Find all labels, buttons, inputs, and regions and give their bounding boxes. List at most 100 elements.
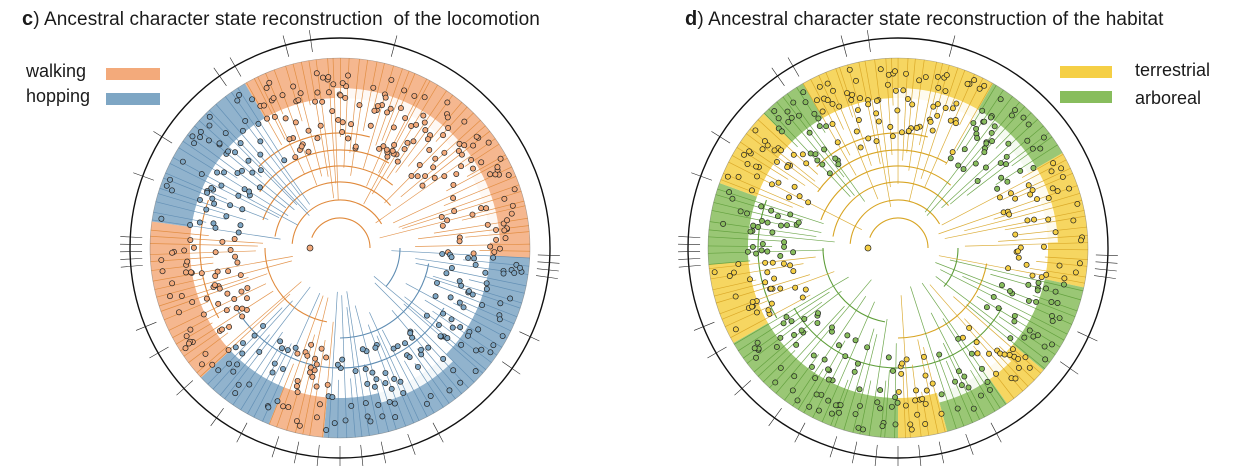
legend-arboreal-label: arboreal [1135, 88, 1202, 108]
ancestral-node [755, 224, 761, 230]
ancestral-node [257, 138, 264, 145]
ancestral-node [169, 249, 176, 256]
ancestral-node [898, 370, 905, 377]
ancestral-node [857, 95, 863, 102]
legend-hopping-swatch [106, 93, 160, 105]
ancestral-node [1043, 271, 1050, 278]
ancestral-node [894, 399, 901, 406]
ancestral-node [780, 260, 787, 267]
clade-tick [120, 264, 143, 268]
ancestral-node [1056, 262, 1063, 269]
ancestral-node [402, 115, 409, 122]
radial-branch [995, 144, 1058, 186]
radial-branch [188, 332, 229, 363]
ancestral-node [816, 83, 823, 90]
ancestral-node [907, 421, 914, 428]
ancestral-node [732, 326, 739, 333]
ancestral-node [848, 97, 855, 103]
ancestral-node [994, 185, 1001, 192]
radial-branch [708, 260, 751, 265]
clade-tick [236, 422, 248, 443]
clade-tick [693, 321, 715, 331]
clade-tick [293, 441, 300, 464]
ancestral-node [806, 129, 813, 136]
ancestral-node [769, 259, 776, 266]
radial-branch [437, 285, 518, 318]
ancestral-node [791, 373, 798, 380]
ancestral-node [319, 74, 326, 81]
radial-branch [224, 286, 311, 400]
ancestral-node [1031, 216, 1037, 223]
state-sector-arboreal [936, 370, 1007, 432]
ancestral-node [182, 345, 189, 352]
ancestral-node [1034, 287, 1041, 294]
ancestral-node [1007, 335, 1014, 342]
ancestral-node [737, 208, 744, 215]
ancestral-node [829, 324, 835, 331]
clade-tick [360, 444, 364, 466]
ancestral-node [1011, 318, 1018, 325]
internal-branch-arc [291, 199, 383, 244]
radial-branch [708, 236, 785, 242]
radial-branch [379, 200, 525, 239]
ancestral-node [1001, 351, 1008, 358]
ancestral-node [774, 213, 781, 220]
ancestral-node [855, 117, 862, 123]
ancestral-node [391, 142, 398, 148]
ancestral-node [187, 326, 194, 333]
ancestral-node [497, 155, 504, 162]
ancestral-node [1054, 300, 1061, 306]
radial-branch [713, 202, 801, 225]
ancestral-node [874, 399, 881, 406]
ancestral-node [478, 159, 485, 166]
radial-branch [337, 379, 339, 438]
ancestral-node [1040, 243, 1047, 250]
ancestral-node [749, 303, 755, 310]
ancestral-node [348, 402, 355, 409]
ancestral-node [457, 324, 464, 331]
ancestral-node [187, 237, 194, 243]
radial-branch [757, 330, 808, 377]
ancestral-node [414, 173, 421, 180]
ancestral-node [446, 387, 453, 394]
radial-branch [391, 310, 463, 395]
radial-branch [350, 59, 368, 176]
ancestral-node [249, 169, 256, 176]
radial-branch [432, 275, 522, 304]
ancestral-node [418, 346, 424, 353]
radial-branch [240, 348, 279, 411]
ancestral-node [309, 373, 316, 380]
ancestral-node [877, 66, 884, 73]
ancestral-node [230, 368, 237, 375]
ancestral-node [334, 361, 341, 368]
ancestral-node [191, 140, 197, 147]
ancestral-node [444, 99, 451, 106]
ancestral-node [875, 118, 882, 125]
ancestral-node [853, 77, 859, 84]
clade-tick [271, 436, 280, 458]
ancestral-node [280, 365, 286, 372]
ancestral-node [196, 219, 203, 226]
ancestral-node [444, 217, 451, 224]
ancestral-node [854, 360, 861, 367]
ancestral-node [292, 119, 299, 126]
radial-branch [341, 295, 348, 438]
ancestral-node [970, 120, 977, 126]
ancestral-node [490, 254, 497, 261]
radial-branch [225, 96, 301, 196]
ancestral-node [806, 403, 813, 410]
radial-branch [232, 331, 283, 406]
ancestral-node [370, 84, 377, 91]
ancestral-node [167, 293, 173, 300]
clade-tick [867, 30, 871, 52]
ancestral-node [342, 95, 349, 101]
ancestral-node [899, 360, 905, 367]
legend-hopping-label: hopping [26, 86, 91, 106]
ancestral-node [413, 121, 420, 128]
ancestral-node [981, 118, 988, 125]
ancestral-node [330, 81, 337, 88]
ancestral-node [374, 102, 381, 109]
clade-tick [691, 172, 713, 181]
ancestral-node [903, 356, 910, 363]
ancestral-node [771, 108, 778, 115]
